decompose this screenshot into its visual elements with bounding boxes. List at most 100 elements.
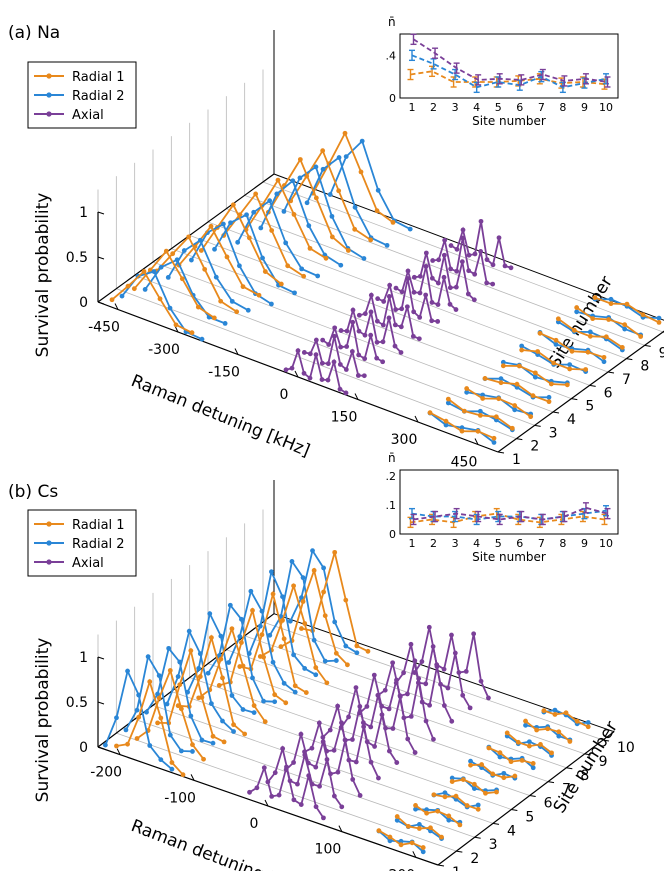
radial1-sideband-point: [482, 376, 488, 381]
radial1-sideband-point: [483, 790, 488, 796]
radial2-series-point: [158, 757, 164, 763]
axial-series-point: [339, 720, 344, 726]
radial1-sideband-point: [608, 301, 614, 307]
axial-series-point: [508, 265, 514, 271]
radial1-series-point: [201, 756, 206, 762]
radial2-series-point: [280, 594, 285, 600]
radial1-series-point: [302, 621, 308, 626]
axial-series-point: [405, 736, 411, 742]
axial-series-point: [453, 307, 459, 312]
radial2-series-point: [229, 693, 235, 698]
inset-x-tick: 6: [516, 537, 523, 550]
radial1-sideband-point: [532, 370, 538, 376]
panel-label: (a) Na: [8, 23, 60, 43]
radial2-sideband-point: [585, 720, 591, 725]
axial-series-point: [441, 703, 447, 708]
radial2-series-point: [250, 675, 255, 681]
radial2-series-point: [281, 680, 287, 686]
radial2-series-point: [136, 692, 142, 698]
axial-series-point: [247, 789, 252, 795]
axial-series-point: [313, 352, 319, 358]
axial-series-point: [394, 677, 399, 683]
radial1-series-point: [189, 330, 195, 336]
x-tick: [116, 748, 121, 755]
radial1-sideband-point: [656, 320, 662, 325]
radial2-series: [306, 156, 388, 247]
radial2-series-point: [190, 749, 195, 754]
radial1-sideband-point: [496, 396, 502, 402]
z-tick-label: 6: [604, 385, 613, 401]
radial1-sideband-point: [409, 840, 415, 846]
axial-series-point: [441, 274, 447, 280]
radial1-sideband-point: [431, 792, 437, 798]
radial1-sideband-point: [534, 727, 540, 733]
radial2-series-point: [257, 623, 263, 629]
radial2-series: [144, 258, 226, 325]
radial1-sideband-point: [567, 739, 573, 744]
radial1-sideband-point: [420, 845, 426, 850]
radial1-sideband-point: [638, 334, 644, 339]
radial1-series-point: [261, 654, 266, 660]
axial-series-point: [441, 666, 447, 672]
axial-series-point: [380, 339, 386, 345]
axial-series-point: [394, 760, 400, 765]
radial1-series-point: [125, 741, 130, 747]
inset-x-title: Site number: [472, 550, 546, 564]
axial-series-point: [364, 704, 370, 709]
radial2-series-point: [240, 707, 246, 712]
radial1-sideband-point: [459, 428, 465, 434]
radial2-series-point: [302, 666, 308, 671]
radial1-series-point: [365, 648, 371, 654]
radial1-series-point: [234, 309, 240, 315]
x-tick-label: -100: [164, 790, 196, 806]
axial-series-point: [353, 759, 359, 765]
radial2-sideband-point: [498, 376, 504, 382]
radial1-series-point: [198, 248, 204, 253]
radial1-series-point: [231, 722, 236, 728]
axial-series-point: [362, 356, 368, 362]
radial2-series-point: [210, 740, 216, 746]
axial-series-point: [368, 724, 374, 730]
axial-series-point: [295, 348, 301, 354]
radial2-series-point: [228, 220, 233, 226]
radial1-series-point: [158, 715, 164, 721]
axial-series-point: [419, 659, 425, 664]
x-tick-label: 0: [280, 387, 289, 403]
radial1-series-point: [311, 568, 317, 573]
axial-series-point: [398, 324, 404, 330]
radial2-series-point: [297, 175, 303, 181]
z-tick-label: 8: [640, 359, 649, 375]
radial1-series-point: [320, 148, 326, 154]
axial-series-point: [362, 311, 368, 317]
axial-series-point: [374, 355, 380, 361]
radial2-series-point: [287, 618, 293, 624]
y-tick-label: 1: [79, 205, 88, 221]
inset-series: [410, 70, 605, 85]
x-tick-label: 0: [250, 816, 259, 832]
axial-series-point: [325, 377, 331, 383]
radial1-sideband-point: [428, 825, 433, 831]
radial2-series-point: [145, 654, 151, 660]
inset-x-title: Site number: [472, 114, 546, 128]
radial1-sideband-point: [442, 794, 448, 800]
axial-series-point: [338, 344, 344, 350]
radial2-series-point: [218, 633, 224, 639]
radial1-series-point: [269, 228, 275, 233]
axial-series-point: [376, 775, 381, 781]
y-tick: [97, 701, 105, 705]
axial-series-point: [337, 386, 343, 392]
radial2-series: [167, 238, 249, 312]
radial1-series-point: [240, 663, 246, 669]
inset-frame: [399, 469, 619, 535]
axial-series-point: [442, 237, 448, 243]
axial-series-point: [430, 258, 436, 263]
inset-series: [411, 509, 607, 521]
inset-x-tick: 2: [430, 101, 437, 114]
inset-x-tick: 4: [473, 537, 480, 550]
radial2-series-point: [261, 698, 266, 704]
z-tick: [529, 795, 536, 798]
radial2-series: [283, 165, 365, 260]
axial-series-point: [496, 235, 502, 241]
radial2-sideband-point: [519, 343, 525, 349]
inset-y-tick: .4: [386, 49, 397, 62]
